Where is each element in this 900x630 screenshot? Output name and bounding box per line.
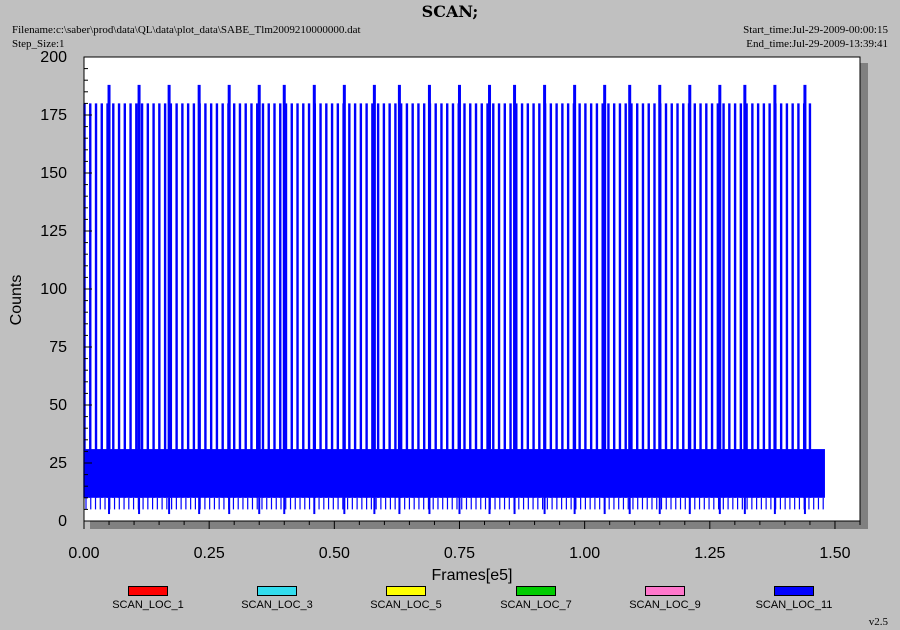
y-tick-label: 25 [49,455,67,472]
step-size-label: Step_Size:1 [12,38,65,50]
x-tick-label: 1.50 [819,545,850,562]
filename-label: Filename:c:\saber\prod\data\QL\data\plot… [12,24,361,36]
legend-item: SCAN_LOC_3 [217,586,337,611]
x-tick-label: 0.75 [444,545,475,562]
y-tick-label: 125 [40,223,67,240]
plot-area [83,56,861,522]
x-axis-label: Frames[e5] [432,567,513,584]
start-time-label: Start_time:Jul-29-2009-00:00:15 [743,24,888,36]
legend-item: SCAN_LOC_7 [476,586,596,611]
y-tick-label: 150 [40,165,67,182]
x-tick-label: 0.25 [194,545,225,562]
axes-layer: 0 25 50 75 100 125 150 175 200 0.00 0.25 0.50 0.75 1.… [40,49,861,562]
legend-item: SCAN_LOC_1 [88,586,208,611]
x-tick-label: 1.00 [569,545,600,562]
legend-swatch [128,586,168,596]
legend-swatch [516,586,556,596]
version-label: v2.5 [868,616,888,628]
legend-swatch [257,586,297,596]
y-tick-label: 50 [49,397,67,414]
x-tick-label: 1.25 [694,545,725,562]
legend-label: SCAN_LOC_5 [370,599,442,611]
series-layer [83,84,825,515]
legend-swatch [774,586,814,596]
y-tick-label: 200 [40,49,67,66]
y-tick-label: 75 [49,339,67,356]
chart-title: SCAN; [421,2,479,21]
legend: SCAN_LOC_1 SCAN_LOC_3 SCAN_LOC_5 SCAN_LOC_7… [0,586,900,616]
x-tick-label: 0.00 [68,545,99,562]
y-axis-label: Counts [8,275,25,326]
legend-swatch [645,586,685,596]
legend-item: SCAN_LOC_11 [734,586,854,611]
baseline-band [84,449,825,498]
y-tick-label: 175 [40,107,67,124]
legend-label: SCAN_LOC_11 [755,599,833,611]
scan-chart: 0 25 50 75 100 125 150 175 200 0.00 0.25 0.50 0.75 1.… [8,49,868,584]
legend-label: SCAN_LOC_7 [500,599,572,611]
legend-label: SCAN_LOC_3 [241,599,313,611]
end-time-label: End_time:Jul-29-2009-13:39:41 [746,38,888,50]
legend-item: SCAN_LOC_5 [346,586,466,611]
legend-item: SCAN_LOC_9 [605,586,725,611]
y-tick-label: 100 [40,281,67,298]
legend-label: SCAN_LOC_9 [629,599,701,611]
legend-swatch [386,586,426,596]
y-tick-label: 0 [58,513,67,530]
legend-label: SCAN_LOC_1 [112,599,184,611]
x-tick-label: 0.50 [319,545,350,562]
